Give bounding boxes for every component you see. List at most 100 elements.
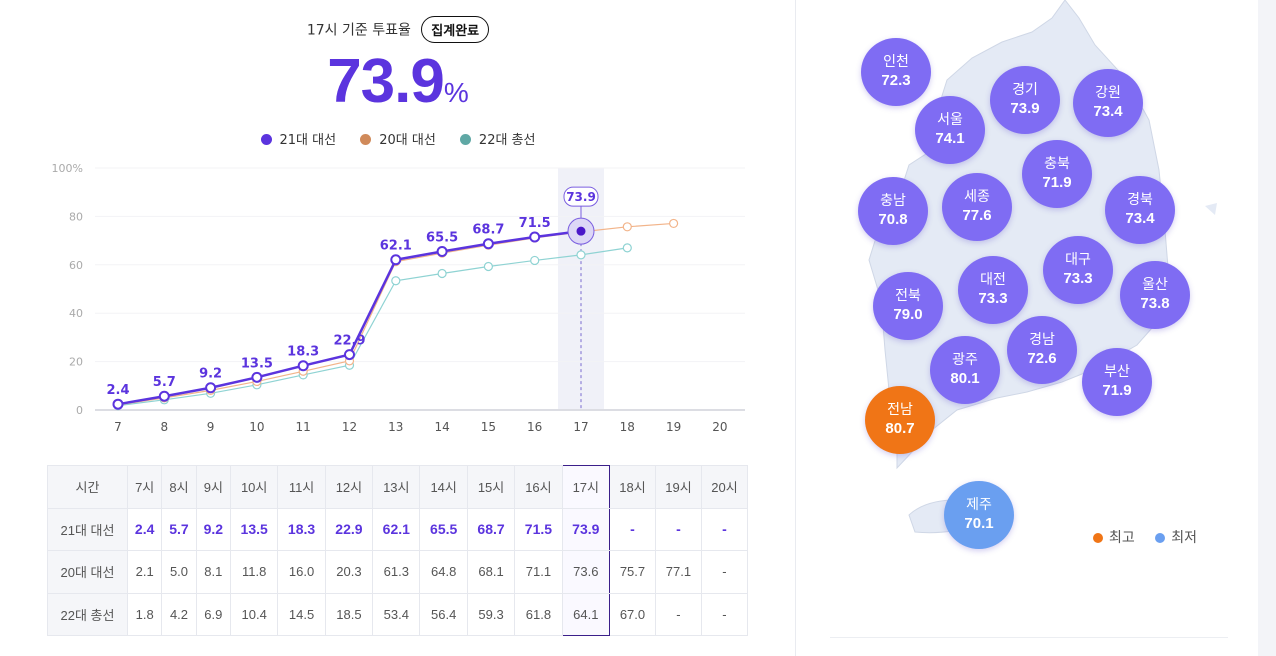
table-header-cell: 10시 (229, 465, 279, 509)
legend-label: 21대 대선 (279, 133, 337, 148)
legend-highest-label: 최고 (1109, 530, 1135, 546)
region-badge[interactable]: 대전 73.3 (958, 256, 1028, 324)
region-badge[interactable]: 강원 73.4 (1073, 69, 1143, 137)
region-badge[interactable]: 부산 71.9 (1082, 348, 1152, 416)
region-name: 인천 (883, 54, 909, 70)
region-badge[interactable]: 경기 73.9 (990, 66, 1060, 134)
region-lowest[interactable]: 제주 70.1 (944, 481, 1014, 549)
region-name: 서울 (937, 112, 963, 128)
region-badge[interactable]: 인천 72.3 (861, 38, 931, 106)
y-tick-label: 80 (69, 210, 83, 223)
region-badge[interactable]: 서울 74.1 (915, 96, 985, 164)
region-name: 제주 (966, 497, 992, 513)
data-point (297, 360, 309, 372)
table-cell: 64.1 (561, 592, 610, 636)
x-tick-label: 20 (712, 420, 727, 434)
table-header-cell: 9시 (195, 465, 231, 509)
region-value: 73.9 (1010, 100, 1040, 117)
turnout-table: 시간 7시 8시 9시 10시 11시 12시 13시 14시 15시 16시 17시 18시 19시 2… (47, 465, 749, 636)
data-label: 9.2 (199, 367, 222, 382)
region-value: 73.4 (1093, 103, 1123, 120)
region-badge[interactable]: 대구 73.3 (1043, 236, 1113, 304)
turnout-unit: % (443, 77, 469, 108)
region-value: 80.1 (950, 370, 980, 387)
region-name: 울산 (1142, 277, 1168, 293)
table-header-row: 시간 7시 8시 9시 10시 11시 12시 13시 14시 15시 16시 17시 18시 19시 2… (47, 465, 749, 509)
data-label: 65.5 (426, 230, 458, 245)
turnout-line-chart: 0 20 40 60 80 100% 7 8 9 10 11 12 13 14 15 16 17 18 19 20 2.… (52, 162, 745, 434)
x-tick-label: 9 (207, 420, 215, 434)
table-cell: 4.2 (161, 592, 197, 636)
legend-item-21: 21대 대선 (260, 129, 337, 148)
region-badge[interactable]: 충남 70.8 (858, 177, 928, 245)
table-row: 22대 총선 1.8 4.2 6.9 10.4 14.5 18.5 53.4 56.4 59.3 6… (47, 592, 749, 636)
table-cell: 61.3 (372, 550, 421, 594)
region-badge[interactable]: 경북 73.4 (1105, 176, 1175, 244)
data-point (668, 218, 679, 229)
region-badge[interactable]: 경남 72.6 (1007, 316, 1077, 384)
divider (830, 637, 1228, 638)
table-cell: 62.1 (372, 507, 421, 551)
data-point (483, 261, 493, 272)
y-tick-label: 60 (69, 259, 83, 272)
region-name: 경북 (1127, 192, 1153, 208)
table-cell: 2.4 (126, 507, 163, 551)
turnout-label: 17시 기준 투표율 (306, 22, 411, 39)
data-point (390, 254, 402, 266)
turnout-value: 73.9% (0, 46, 796, 117)
region-value: 73.3 (1063, 270, 1093, 287)
table-cell: 68.7 (466, 507, 516, 551)
legend-dot-icon (360, 134, 372, 145)
region-badge[interactable]: 광주 80.1 (930, 336, 1000, 404)
table-cell: 56.4 (419, 592, 468, 636)
data-label: 68.7 (472, 223, 504, 238)
row-label: 21대 대선 (47, 507, 128, 551)
table-cell: 53.4 (372, 592, 421, 636)
region-name: 대구 (1065, 252, 1091, 268)
callout-label: 73.9 (566, 190, 596, 204)
status-badge: 집계완료 (421, 16, 490, 43)
data-point (622, 243, 632, 253)
region-value: 70.1 (964, 515, 994, 532)
region-name: 충남 (880, 193, 906, 209)
table-cell: 61.8 (514, 592, 563, 636)
table-cell: 10.4 (229, 592, 279, 636)
region-name: 경남 (1029, 332, 1055, 348)
table-header-cell: 18시 (608, 465, 656, 509)
table-cell: 1.8 (126, 592, 163, 636)
region-name: 부산 (1104, 364, 1130, 380)
data-point (391, 276, 401, 286)
data-label: 13.5 (241, 356, 273, 371)
data-label: 18.3 (287, 345, 319, 360)
table-cell: 77.1 (654, 550, 702, 594)
table-cell: 2.1 (126, 550, 163, 594)
data-point (576, 226, 586, 236)
region-name: 강원 (1095, 85, 1121, 101)
legend-dot-icon (459, 134, 471, 145)
table-cell: 5.7 (161, 507, 197, 551)
region-badge[interactable]: 울산 73.8 (1120, 261, 1190, 329)
table-cell: 18.3 (277, 507, 326, 551)
region-value: 71.9 (1042, 174, 1072, 191)
table-cell: 8.1 (195, 550, 231, 594)
side-scroll-area (1258, 0, 1276, 656)
region-badge[interactable]: 충북 71.9 (1022, 140, 1092, 208)
table-header-cell: 16시 (514, 465, 563, 509)
data-label: 5.7 (153, 375, 176, 390)
highest-dot-icon (1093, 533, 1103, 543)
table-header-cell: 7시 (126, 465, 163, 509)
region-badge[interactable]: 전북 79.0 (873, 272, 943, 340)
x-tick-label: 11 (296, 420, 311, 434)
table-cell: 18.5 (324, 592, 374, 636)
region-name: 경기 (1012, 82, 1038, 98)
region-badge[interactable]: 세종 77.6 (942, 173, 1012, 241)
table-cell: - (700, 592, 749, 636)
region-value: 73.3 (978, 290, 1008, 307)
data-point (344, 349, 355, 361)
data-point (251, 371, 263, 383)
table-cell: 67.0 (608, 592, 656, 636)
table-header-cell: 15시 (466, 465, 516, 509)
table-row: 20대 대선 2.1 5.0 8.1 11.8 16.0 20.3 61.3 64.8 68.1 7… (47, 550, 749, 594)
region-value: 70.8 (878, 211, 908, 228)
region-highest[interactable]: 전남 80.7 (865, 386, 935, 454)
